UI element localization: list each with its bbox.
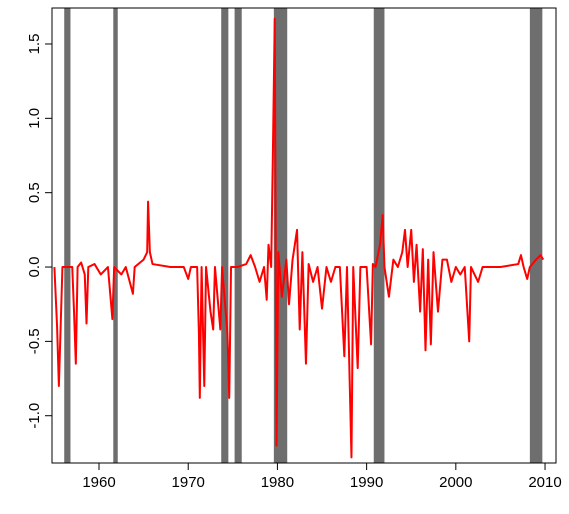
shaded-region: [221, 8, 229, 463]
data-line: [53, 17, 545, 459]
shaded-region: [373, 8, 385, 463]
shaded-region: [113, 8, 118, 463]
x-tick-label: 2010: [528, 474, 561, 491]
y-tick-label: -0.5: [26, 328, 43, 354]
x-tick-label: 1970: [172, 474, 205, 491]
plot-frame: [51, 7, 557, 464]
shaded-region: [234, 8, 242, 463]
x-tick-label: 2000: [439, 474, 472, 491]
y-tick-label: 1.0: [26, 108, 43, 129]
x-tick-label: 1960: [82, 474, 115, 491]
y-tick-label: -1.0: [26, 403, 43, 429]
x-tick-label: 1980: [261, 474, 294, 491]
y-tick-label: 0.0: [26, 257, 43, 278]
x-tick-label: 1990: [350, 474, 383, 491]
shaded-region: [64, 8, 71, 463]
y-tick-label: 0.5: [26, 182, 43, 203]
y-tick-label: 1.5: [26, 34, 43, 55]
shaded-region: [529, 8, 543, 463]
